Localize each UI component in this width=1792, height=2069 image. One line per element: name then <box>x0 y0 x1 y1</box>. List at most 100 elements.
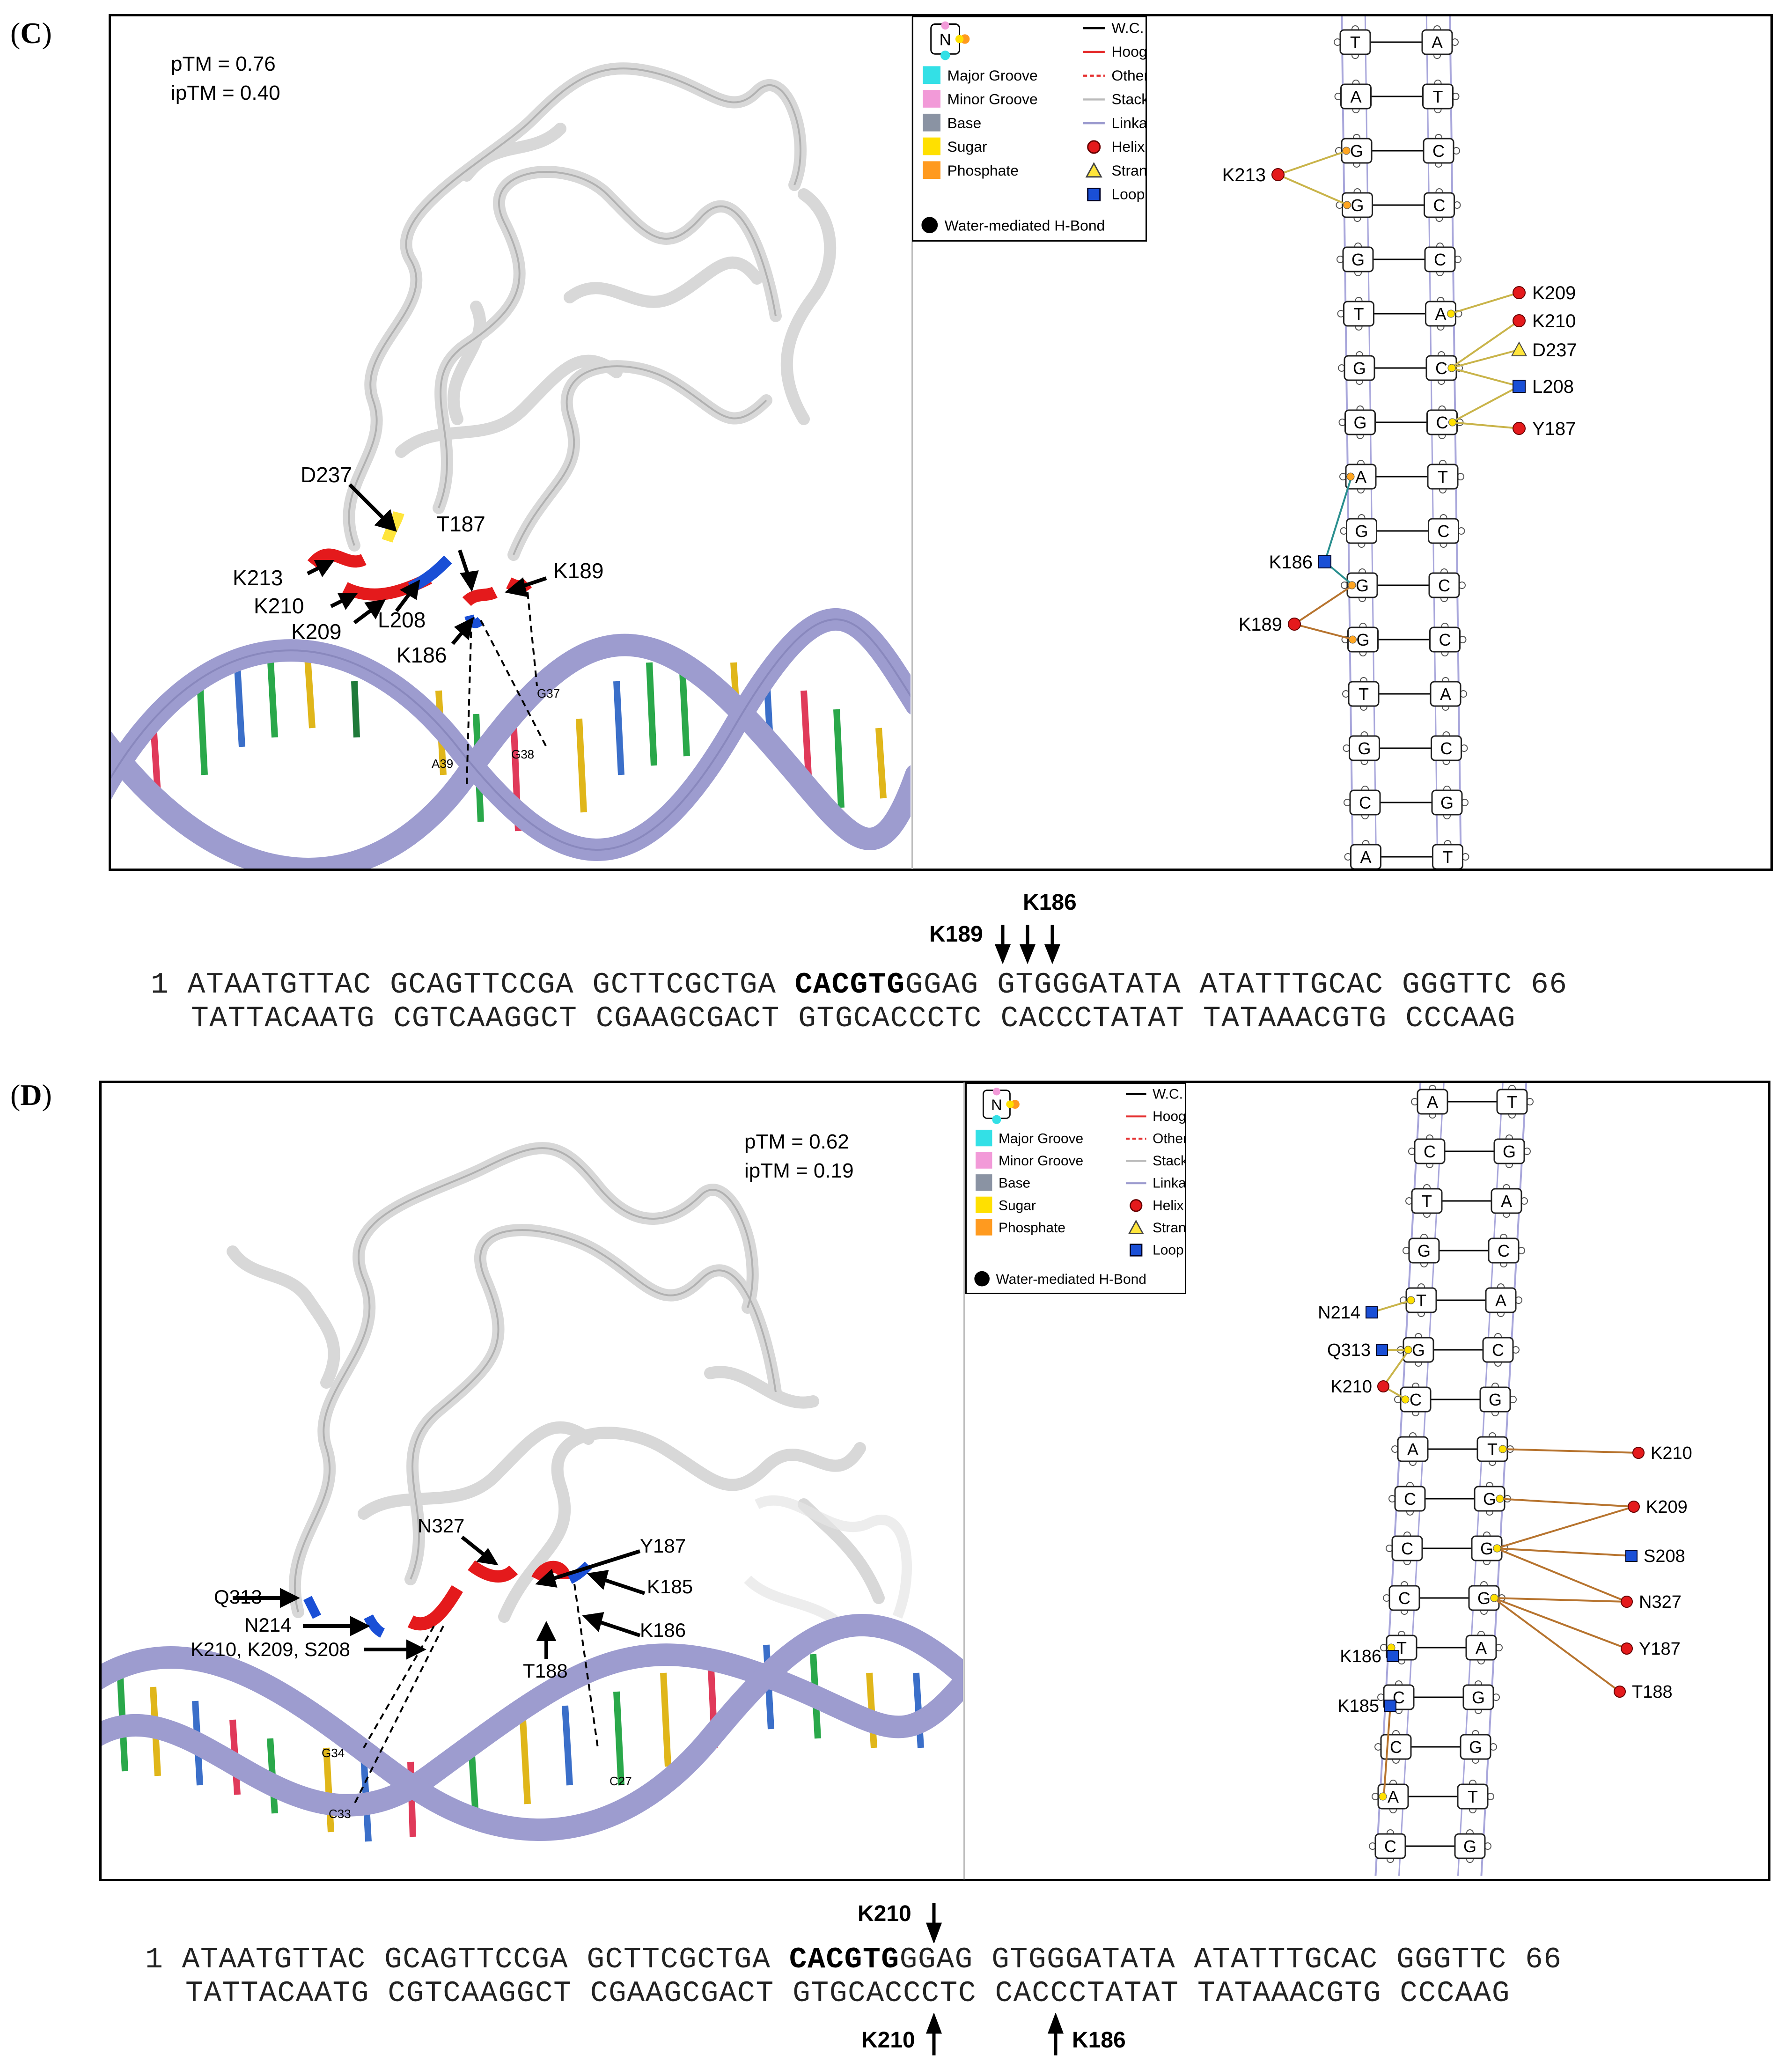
label-g34: G34 <box>322 1746 345 1760</box>
seq-c-k189: K189 <box>929 922 983 947</box>
ladder-base-box <box>1422 83 1454 110</box>
ladder-base-letter: T <box>1507 1092 1517 1112</box>
label-q313: Q313 <box>214 1586 262 1608</box>
ladder-base-box <box>1417 1089 1448 1115</box>
contact-line <box>1382 1349 1410 1387</box>
residue-label: K210 <box>1651 1443 1692 1463</box>
contact-site <box>1343 201 1351 209</box>
legend-line-label: Linkage <box>1111 114 1146 131</box>
contact-site <box>1407 1296 1415 1304</box>
contact-site <box>1342 147 1351 155</box>
residue-marker <box>1513 380 1526 393</box>
residue-label: Y187 <box>1639 1639 1681 1659</box>
ladder-group: T A A T G C G C G C T A G C G C A T G C G C G C T A G C C G A T <box>1334 16 1469 869</box>
ladder-base-box <box>1424 246 1456 272</box>
ladder-base-box <box>1400 1386 1432 1413</box>
legend-water-label: Water-mediated H-Bond <box>996 1272 1146 1287</box>
panel-d-structure-view: Q313 N214 K210, K209, S208 N327 Y187 K18… <box>102 1142 963 1842</box>
residue-t187-segment <box>462 586 498 606</box>
contact-line <box>1324 476 1352 562</box>
contact-line <box>1498 1498 1634 1508</box>
ladder-base-letter: C <box>1410 1390 1422 1409</box>
label-t188: T188 <box>523 1660 568 1682</box>
legend-node-major <box>992 1115 1001 1124</box>
ladder-base-letter: A <box>1407 1440 1418 1459</box>
legend-node-letter: N <box>940 30 951 49</box>
ladder-base-box <box>1349 735 1380 761</box>
residue-marker <box>1511 341 1528 356</box>
label-k185: K185 <box>647 1576 693 1598</box>
ladder-base-letter: T <box>1468 1787 1478 1806</box>
legend-shape-strand <box>1085 162 1102 178</box>
label-y187: Y187 <box>640 1535 686 1557</box>
contact-site <box>1447 309 1455 318</box>
residue-marker <box>1632 1447 1645 1459</box>
ladder-base-letter: C <box>1438 576 1450 595</box>
ladder-base-letter: G <box>1356 576 1369 595</box>
contact-site <box>1348 581 1356 589</box>
ladder-base-letter: A <box>1440 685 1451 704</box>
ladder-base-letter: G <box>1480 1539 1493 1558</box>
ladder-base-letter: T <box>1433 87 1443 106</box>
contact-line <box>1492 1597 1621 1693</box>
legend-node-sugar <box>955 35 964 44</box>
legend-line-label: Other BP <box>1111 67 1146 84</box>
legend-line-label: Other BP <box>1153 1131 1185 1146</box>
panel-d-label: (D) <box>10 1078 52 1112</box>
label-k213: K213 <box>233 566 283 590</box>
panel-c-contact-map: T A A T G C G C G C T A G C G C A T G C G C G C T A G C C G A T K213 K186… <box>1222 16 1577 869</box>
ladder-base-letter: A <box>1476 1638 1487 1657</box>
ladder-base-letter: G <box>1472 1688 1485 1707</box>
seq-d-arrow-bottom-1 <box>925 2013 942 2055</box>
residue-marker <box>1621 1642 1633 1655</box>
ladder-base-letter: C <box>1401 1539 1413 1558</box>
ladder-base-letter: C <box>1434 250 1446 269</box>
label-k210-k209-s208: K210, K209, S208 <box>191 1638 350 1660</box>
ladder-base-letter: C <box>1424 1142 1436 1161</box>
contact-line <box>1450 320 1520 369</box>
ladder-base-letter: A <box>1350 87 1361 106</box>
seq-d-k210-top: K210 <box>858 1901 911 1926</box>
legend-shape-label: Loop <box>1111 186 1145 203</box>
legend-swatch <box>923 66 940 84</box>
label-k189: K189 <box>553 559 603 583</box>
legend-swatch <box>923 161 940 179</box>
contact-line <box>1278 150 1348 176</box>
residue-label: K210 <box>1532 311 1576 331</box>
label-g38: G38 <box>511 747 534 761</box>
legend-graphic-d: N Major Groove Minor Groove Base Sugar Phosph… <box>974 1086 1212 1287</box>
ladder-base-letter: A <box>1495 1291 1506 1310</box>
legend-node-sugar <box>1006 1100 1014 1108</box>
ladder-base-box <box>1411 1188 1443 1214</box>
ladder-base-box <box>1485 1287 1517 1313</box>
residue-label: K186 <box>1340 1647 1381 1666</box>
contact-site <box>1379 1792 1387 1801</box>
ladder-base-box <box>1431 735 1462 761</box>
contact-site <box>1349 635 1357 644</box>
panel-c-iptm: ipTM = 0.40 <box>171 81 280 104</box>
legend-node-major <box>940 51 950 60</box>
ladder-base-box <box>1493 1138 1525 1164</box>
ladder-base-letter: G <box>1353 359 1366 378</box>
ladder-base-box <box>1430 681 1462 707</box>
protein-ribbon-d <box>227 1142 885 1623</box>
legend-item-label: Major Groove <box>999 1131 1083 1146</box>
ladder-base-box <box>1421 29 1453 55</box>
legend-shape-label: Helix <box>1111 138 1145 155</box>
residue-marker <box>1614 1686 1626 1698</box>
contact-line <box>1278 174 1349 206</box>
label-k210: K210 <box>254 594 304 618</box>
ladder-base-box <box>1374 1833 1406 1859</box>
ladder-base-letter: A <box>1435 304 1446 324</box>
ladder-base-box <box>1432 844 1463 869</box>
ladder-base-box <box>1346 572 1378 598</box>
ladder-base-box <box>1344 409 1376 435</box>
ladder-base-letter: G <box>1351 250 1365 269</box>
contact-site <box>1447 364 1456 372</box>
ladder-base-box <box>1482 1337 1514 1363</box>
ladder-base-letter: A <box>1501 1192 1512 1211</box>
contact-site <box>1498 1445 1507 1453</box>
label-a39: A39 <box>432 757 453 771</box>
residue-label: K186 <box>1269 552 1313 573</box>
structure-arrows-d <box>233 1535 646 1660</box>
